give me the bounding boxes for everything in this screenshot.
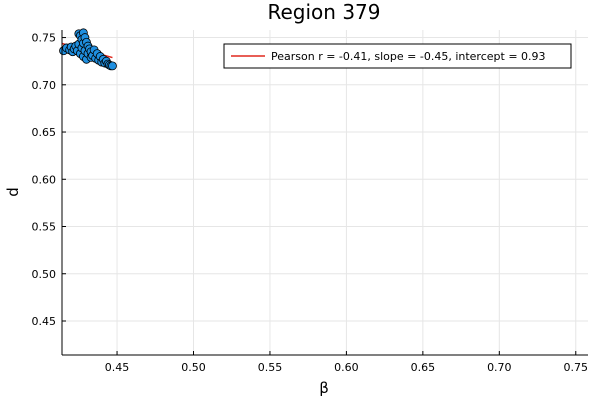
x-tick-label: 0.75 [564,361,589,374]
legend-label: Pearson r = -0.41, slope = -0.45, interc… [271,50,546,63]
legend: Pearson r = -0.41, slope = -0.45, interc… [223,43,572,69]
chart-title: Region 379 [268,0,381,24]
x-tick-label: 0.70 [487,361,512,374]
x-tick-label: 0.45 [105,361,130,374]
y-tick-label: 0.55 [32,221,57,234]
y-tick-label: 0.60 [32,173,57,186]
grid [62,30,588,355]
x-axis-label: β [319,379,329,397]
y-tick-label: 0.70 [32,79,57,92]
x-tick-label: 0.65 [411,361,436,374]
scatter-point [108,61,117,71]
x-tick-label: 0.55 [258,361,283,374]
tick-labels: 0.45 0.50 0.55 0.60 0.65 0.70 0.75 0.45 0.50 0.55… [32,32,589,374]
y-axis-label: d [4,187,22,197]
legend-box [223,43,572,69]
y-tick-label: 0.45 [32,315,57,328]
y-tick-label: 0.65 [32,126,57,139]
axes [61,30,588,356]
x-tick-label: 0.50 [181,361,206,374]
scatter-points [59,28,117,71]
y-tick-label: 0.75 [32,32,57,45]
y-tick-label: 0.50 [32,268,57,281]
x-tick-label: 0.60 [334,361,359,374]
